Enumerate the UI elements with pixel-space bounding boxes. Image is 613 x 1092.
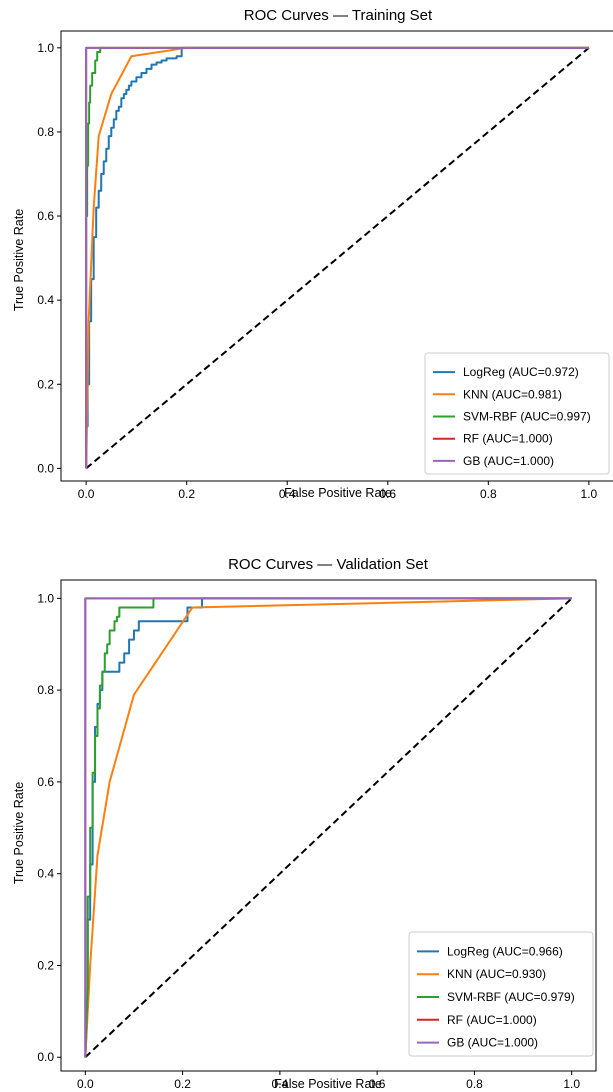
x-tick-label: 0.4 <box>279 487 296 501</box>
axes-frame <box>60 30 613 482</box>
legend-entry: LogReg (AUC=0.966) <box>447 944 563 958</box>
y-tick-label: 0.6 <box>37 775 54 789</box>
legend: LogReg (AUC=0.966) KNN (AUC=0.930) SVM-RBF… <box>408 931 594 1057</box>
chart-title: ROC Curves — Validation Set <box>228 556 429 573</box>
y-tick-label: 0.0 <box>37 1050 54 1064</box>
x-tick-label: 0.8 <box>480 487 497 501</box>
y-axis-label: True Positive Rate <box>12 209 26 311</box>
y-tick-label: 1.0 <box>37 41 54 55</box>
legend-entry: GB (AUC=1.000) <box>463 454 554 468</box>
legend-box <box>408 931 594 1057</box>
x-tick-label: 0.8 <box>466 1077 483 1091</box>
legend-entry: KNN (AUC=0.930) <box>447 967 546 981</box>
x-tick-label: 0.0 <box>78 487 95 501</box>
series-line-knn <box>84 597 572 1058</box>
y-tick-label: 0.2 <box>37 958 54 972</box>
y-tick-label: 0.2 <box>37 377 54 391</box>
chance-line <box>84 597 573 1058</box>
series-line-logreg <box>84 597 572 1058</box>
legend-entry: SVM-RBF (AUC=0.979) <box>447 990 575 1004</box>
y-axis-label: True Positive Rate <box>12 782 26 884</box>
series-line-svm-rbf <box>84 597 572 1058</box>
legend: LogReg (AUC=0.972) KNN (AUC=0.981) SVM-RBF… <box>424 352 610 475</box>
legend-entry: RF (AUC=1.000) <box>463 432 553 446</box>
chart-title: ROC Curves — Training Set <box>244 7 433 24</box>
x-tick-label: 0.6 <box>369 1077 386 1091</box>
legend-entry: SVM-RBF (AUC=0.997) <box>463 410 591 424</box>
y-tick-label: 1.0 <box>37 591 54 605</box>
legend-entry: LogReg (AUC=0.972) <box>463 365 579 379</box>
legend-entry: KNN (AUC=0.981) <box>463 387 562 401</box>
x-tick-label: 0.2 <box>178 487 195 501</box>
x-axis-label: False Positive Rate <box>284 486 392 500</box>
series-line-gb <box>84 597 572 1058</box>
legend-entry: RF (AUC=1.000) <box>447 1013 537 1027</box>
x-tick-label: 0.0 <box>77 1077 94 1091</box>
series-line-gb <box>85 46 589 469</box>
legend-box <box>424 352 610 475</box>
x-tick-label: 1.0 <box>581 487 598 501</box>
x-tick-label: 0.4 <box>272 1077 289 1091</box>
plot-area: 0.0 0.2 0.4 0.6 0.8 1.0 0.0 0.2 0.4 0.6 0.8 1.0 LogR… <box>37 579 597 1091</box>
y-tick-label: 0.8 <box>37 683 54 697</box>
x-tick-label: 0.6 <box>379 487 396 501</box>
x-tick-label: 0.2 <box>174 1077 191 1091</box>
roc-chart-training: ROC Curves — Training Set 0.0 0.2 0.4 0.6 0.… <box>12 7 613 501</box>
y-tick-label: 0.4 <box>37 867 54 881</box>
series-line-knn <box>85 46 589 469</box>
plot-area: 0.0 0.2 0.4 0.6 0.8 1.0 0.0 0.2 0.4 0.6 0.8 1.0 LogR… <box>37 30 613 501</box>
y-tick-label: 0.8 <box>37 125 54 139</box>
legend-entry: GB (AUC=1.000) <box>447 1036 538 1050</box>
roc-chart-validation: ROC Curves — Validation Set 0.0 0.2 0.4 0.6… <box>12 556 597 1091</box>
axes-frame <box>60 579 597 1072</box>
series-line-logreg <box>85 46 589 469</box>
x-tick-label: 1.0 <box>563 1077 580 1091</box>
y-tick-label: 0.0 <box>37 461 54 475</box>
y-tick-label: 0.6 <box>37 209 54 223</box>
x-axis-label: False Positive Rate <box>274 1077 382 1091</box>
y-tick-label: 0.4 <box>37 293 54 307</box>
